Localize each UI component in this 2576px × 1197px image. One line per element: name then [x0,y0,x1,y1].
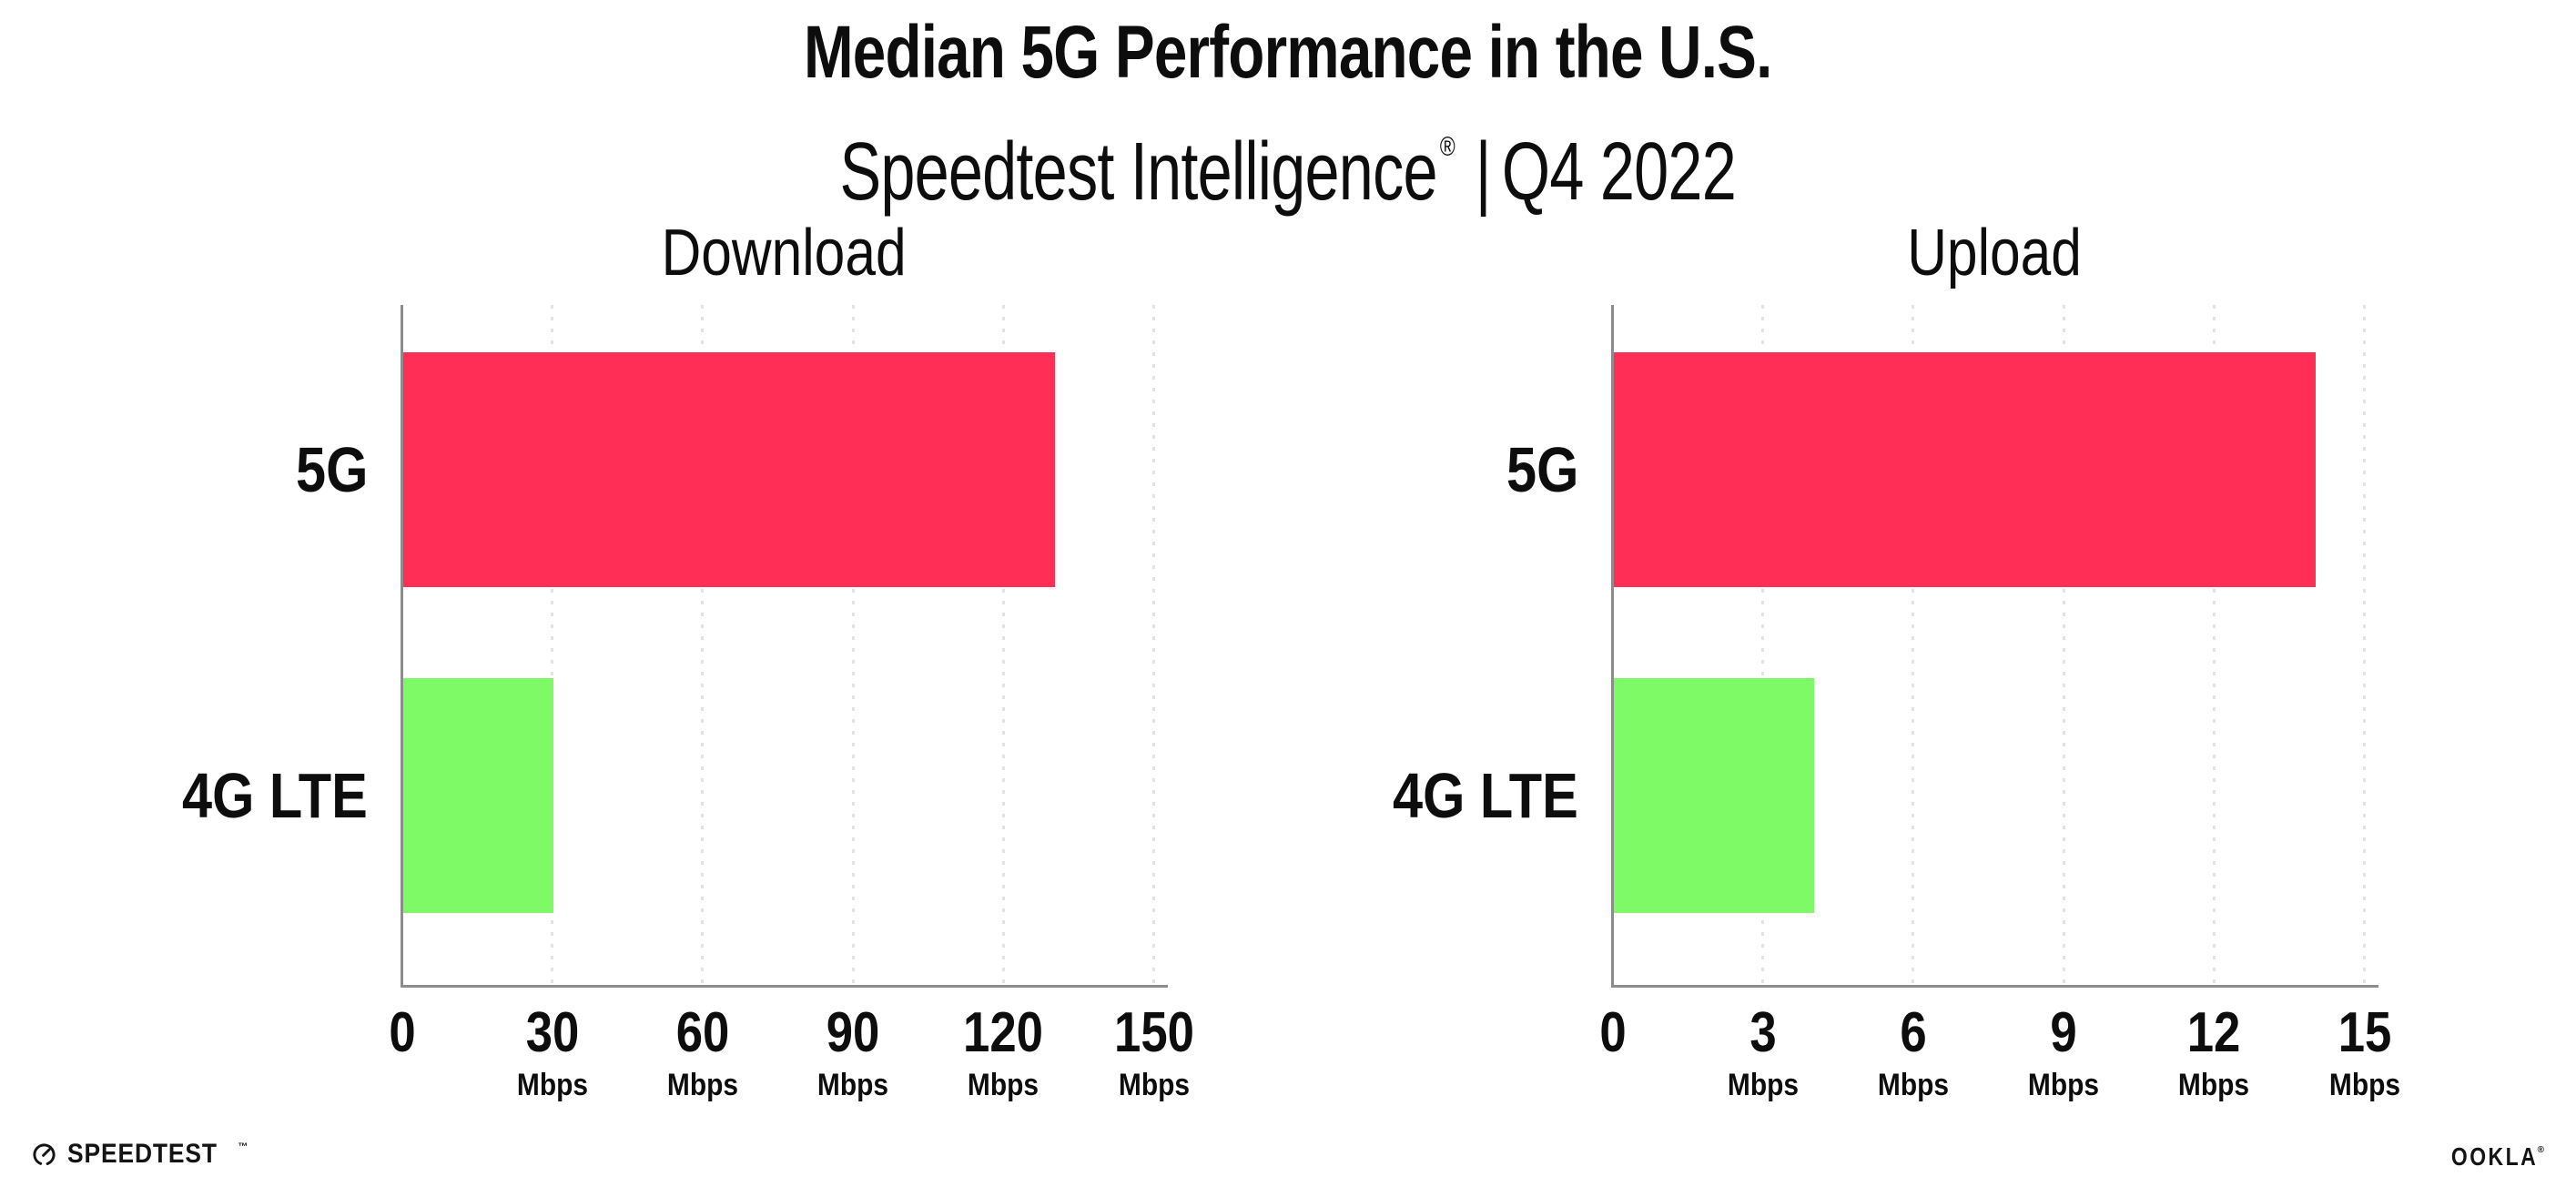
x-tick-unit-text: Mbps [2028,1068,2100,1102]
speedtest-logo: SPEEDTEST ™ [32,1139,248,1170]
category-label-5g: 5G [1251,438,1578,502]
gridline-3 [1761,305,1765,985]
category-label-text: 5G [295,434,368,505]
x-tick-value: 12 [2186,1001,2241,1064]
speedtest-trademark-symbol: ™ [238,1141,249,1152]
ookla-wordmark: OOKLA [2450,1142,2538,1171]
x-tick-120: 120 [957,1005,1050,1061]
x-tick-3: 3 [1747,1005,1778,1061]
x-tick-unit-text: Mbps [1877,1068,1949,1102]
x-tick-unit-60: Mbps [663,1069,744,1101]
bar-4g-lte [1614,678,1815,913]
x-tick-unit-text: Mbps [968,1068,1040,1102]
gridline-150 [1152,305,1155,985]
category-label-text: 4G LTE [1393,760,1578,831]
category-label-5g: 5G [40,438,368,502]
x-tick-unit-text: Mbps [666,1068,738,1102]
x-tick-unit-text: Mbps [2328,1068,2400,1102]
chart-title-text: Download [662,217,907,289]
x-axis [401,985,1168,988]
category-label-4g-lte: 4G LTE [1251,764,1578,827]
registered-trademark-symbol: ® [1440,132,1455,162]
x-tick-value: 120 [963,1001,1044,1064]
x-tick-0: 0 [386,1005,417,1061]
x-tick-unit-3: Mbps [1722,1069,1803,1101]
x-tick-value: 0 [388,1001,416,1064]
bar-4g-lte [403,678,554,913]
x-tick-unit-150: Mbps [1113,1069,1194,1101]
x-tick-90: 90 [822,1005,885,1061]
bar-5g [403,352,1055,587]
category-label-4g-lte: 4G LTE [40,764,368,827]
x-tick-value: 150 [1113,1001,1194,1064]
x-tick-value: 30 [525,1001,579,1064]
x-tick-30: 30 [521,1005,583,1061]
x-tick-value: 60 [675,1001,730,1064]
x-tick-value: 9 [2050,1001,2077,1064]
gridline-120 [1001,305,1005,985]
x-tick-unit-30: Mbps [512,1069,593,1101]
x-tick-value: 0 [1598,1001,1627,1064]
gridline-12 [2212,305,2216,985]
subtitle-separator: | [1475,127,1492,218]
category-label-text: 4G LTE [182,760,368,831]
x-tick-60: 60 [671,1005,734,1061]
x-tick-unit-120: Mbps [963,1069,1044,1101]
gridline-9 [2062,305,2065,985]
x-tick-value: 3 [1749,1001,1777,1064]
x-tick-unit-text: Mbps [516,1068,588,1102]
bar-5g [1614,352,2316,587]
y-axis [1611,305,1614,985]
subtitle-brand: Speedtest Intelligence [839,127,1438,218]
x-tick-0: 0 [1597,1005,1628,1061]
x-tick-value: 90 [826,1001,880,1064]
x-tick-unit-text: Mbps [817,1068,889,1102]
x-tick-15: 15 [2333,1005,2396,1061]
main-title: Median 5G Performance in the U.S. [0,9,2576,96]
x-tick-unit-6: Mbps [1873,1069,1954,1101]
subtitle-period: Q4 2022 [1502,127,1737,218]
x-tick-150: 150 [1107,1005,1201,1061]
gridline-6 [1912,305,1915,985]
x-tick-9: 9 [2048,1005,2079,1061]
gridline-90 [851,305,855,985]
gridline-15 [2363,305,2366,985]
x-tick-12: 12 [2183,1005,2246,1061]
x-tick-6: 6 [1898,1005,1929,1061]
category-label-text: 5G [1506,434,1578,505]
speedtest-gauge-icon [33,1142,56,1166]
x-tick-unit-90: Mbps [813,1069,894,1101]
ookla-logo: OOKLA® [2432,1142,2547,1172]
x-tick-unit-9: Mbps [2023,1069,2104,1101]
x-tick-unit-text: Mbps [1118,1068,1190,1102]
chart-title-download: Download [401,215,1168,291]
chart-title-upload: Upload [1611,215,2378,291]
x-tick-unit-text: Mbps [1727,1068,1799,1102]
x-axis [1611,985,2378,988]
x-tick-unit-12: Mbps [2174,1069,2255,1101]
x-tick-unit-text: Mbps [2178,1068,2250,1102]
ookla-registered-symbol: ® [2537,1145,2547,1155]
x-tick-unit-15: Mbps [2324,1069,2405,1101]
x-tick-value: 6 [1900,1001,1927,1064]
gridline-60 [701,305,705,985]
subtitle: Speedtest Intelligence ® | Q4 2022 [0,96,2576,223]
main-title-text: Median 5G Performance in the U.S. [804,11,1772,94]
x-tick-value: 15 [2338,1001,2391,1064]
chart-title-text: Upload [1907,217,2083,289]
gridline-30 [551,305,554,985]
speedtest-wordmark: SPEEDTEST [67,1139,218,1169]
y-axis [401,305,403,985]
